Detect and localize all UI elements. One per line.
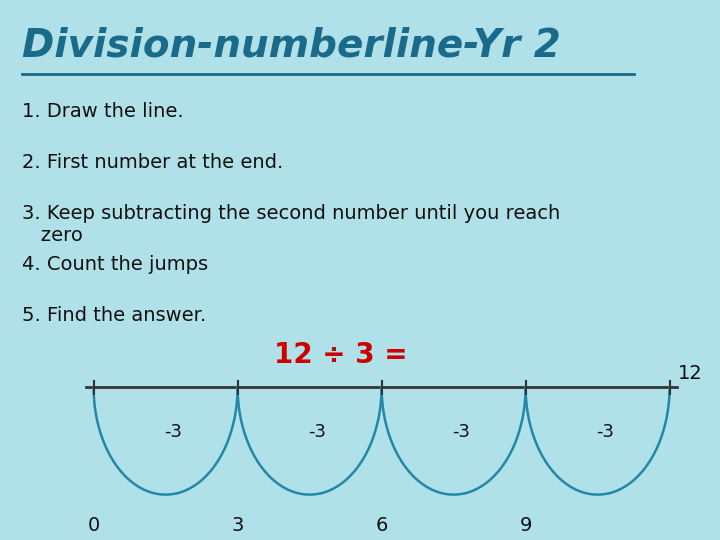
Text: 1. Draw the line.: 1. Draw the line. [22, 102, 183, 121]
Text: Division-numberline-Yr 2: Division-numberline-Yr 2 [22, 27, 560, 65]
Text: -3: -3 [596, 423, 614, 441]
Text: 6: 6 [375, 516, 388, 535]
Text: -3: -3 [164, 423, 181, 441]
Text: 12: 12 [678, 364, 703, 383]
Text: 4. Count the jumps: 4. Count the jumps [22, 255, 208, 274]
Text: 0: 0 [87, 516, 100, 535]
Text: 5. Find the answer.: 5. Find the answer. [22, 307, 206, 326]
Text: 3: 3 [231, 516, 244, 535]
Text: 3. Keep subtracting the second number until you reach
   zero: 3. Keep subtracting the second number un… [22, 204, 560, 245]
Text: 12 ÷ 3 =: 12 ÷ 3 = [274, 341, 408, 369]
Text: 2. First number at the end.: 2. First number at the end. [22, 153, 283, 172]
Text: 9: 9 [519, 516, 532, 535]
Text: -3: -3 [308, 423, 326, 441]
Text: -3: -3 [452, 423, 470, 441]
